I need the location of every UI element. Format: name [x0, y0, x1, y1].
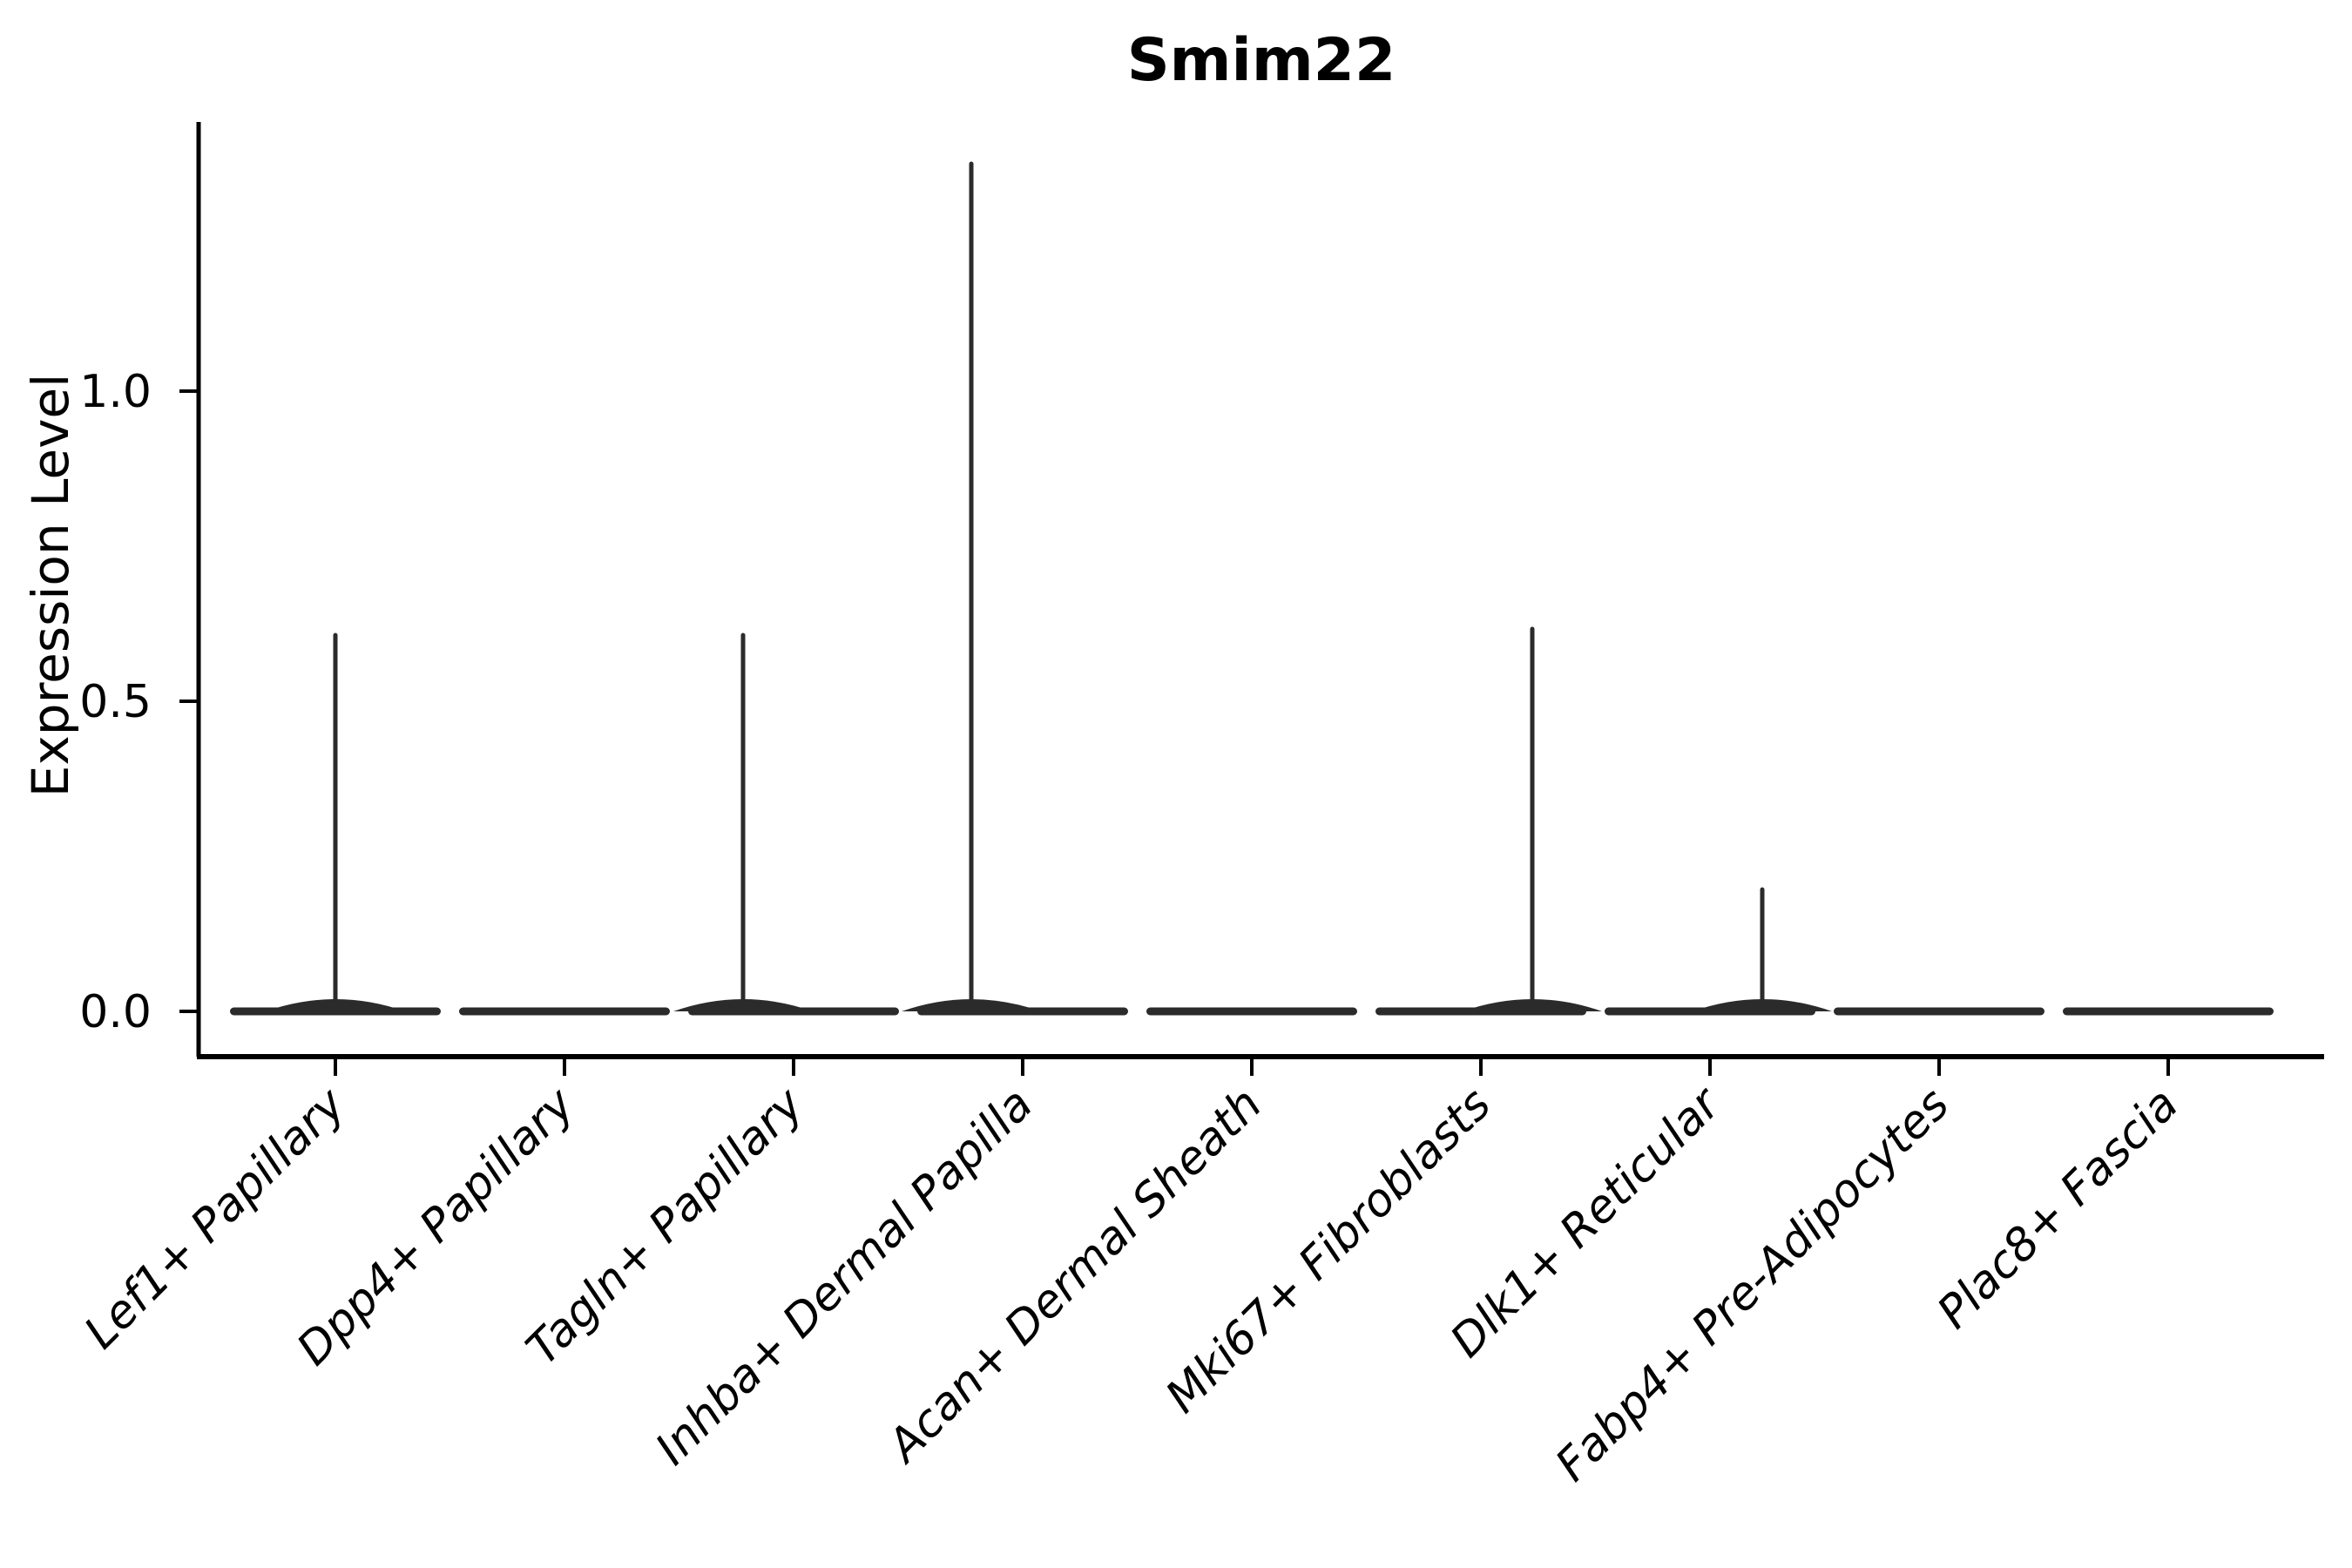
violin-spike: [969, 161, 974, 1011]
x-tick-label: Plac8+ Fascia: [1928, 1078, 2188, 1339]
y-axis-label: Expression Level: [21, 374, 80, 797]
violins: [230, 161, 2274, 1016]
x-tick-label: Inhba+ Dermal Papilla: [645, 1078, 1043, 1476]
violin-body: [1146, 1007, 1357, 1016]
y-axis-ticks: 0.0 0.5 1.0: [79, 366, 199, 1038]
violin-spike: [333, 632, 338, 1011]
violin-body: [1834, 1007, 2044, 1016]
y-tick-label: 0.0: [79, 986, 152, 1038]
x-tick-label: Fabp4+ Pre-Adipocytes: [1546, 1078, 1960, 1492]
x-tick-label: Acan+ Dermal Sheath: [876, 1078, 1272, 1474]
violin-spike: [740, 632, 746, 1011]
violin-spike: [1530, 626, 1535, 1011]
violin-body: [2063, 1007, 2274, 1016]
violin-spike: [1760, 887, 1765, 1011]
plot-title: Smim22: [1127, 26, 1396, 95]
y-tick-label: 0.5: [79, 676, 152, 728]
y-tick-label: 1.0: [79, 366, 152, 418]
violin-body: [459, 1007, 670, 1016]
axis-spines: [196, 122, 2324, 1059]
